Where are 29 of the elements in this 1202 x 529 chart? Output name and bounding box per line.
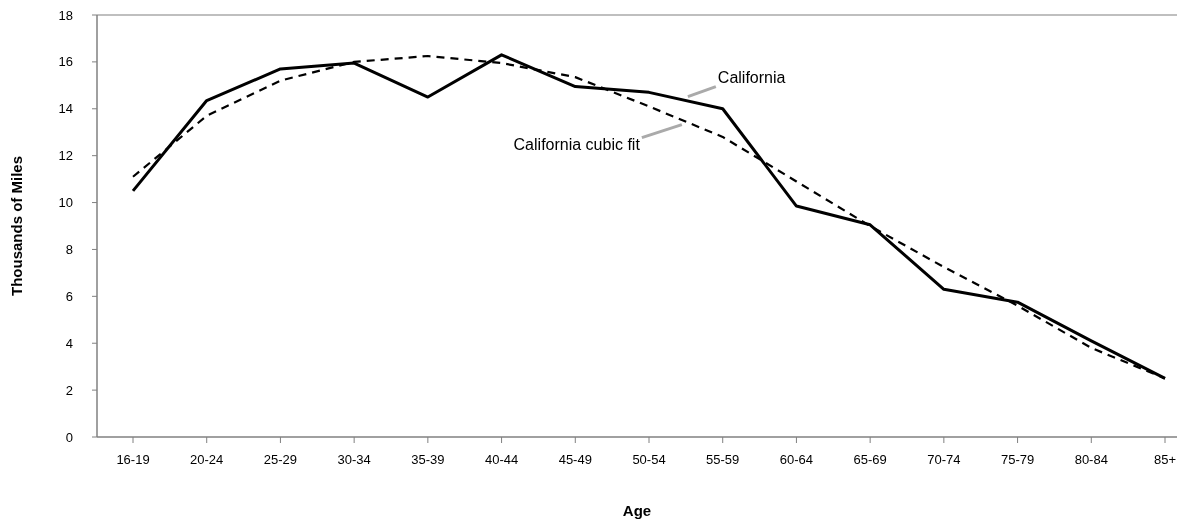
x-tick-label: 55-59	[706, 452, 740, 467]
x-tick-label: 16-19	[116, 452, 150, 467]
y-tick-label: 4	[65, 335, 73, 351]
x-tick-label: 60-64	[779, 452, 814, 467]
x-tick-label: 80-84	[1074, 452, 1108, 467]
y-axis-title: Thousands of Miles	[8, 155, 25, 297]
y-tick-label: 14	[58, 101, 73, 117]
x-tick-label: 20-24	[190, 452, 224, 467]
y-tick-label: 0	[65, 429, 73, 445]
x-tick-label: 70-74	[927, 452, 961, 467]
x-tick-label: 30-34	[337, 452, 371, 467]
y-tick-label: 6	[65, 288, 73, 304]
x-tick-label: 50-54	[632, 452, 666, 467]
series-label: California	[717, 68, 786, 86]
x-tick-label: 25-29	[263, 452, 298, 467]
x-tick-label: 40-44	[484, 452, 519, 467]
series-label: California cubic fit	[513, 135, 641, 153]
x-tick-label: 75-79	[1000, 452, 1035, 467]
x-tick-label: 65-69	[853, 452, 887, 467]
x-tick-label: 45-49	[558, 452, 592, 467]
y-tick-label: 8	[65, 241, 73, 257]
x-tick-label: 35-39	[411, 452, 445, 467]
y-tick-label: 18	[58, 7, 73, 23]
y-tick-label: 12	[58, 148, 73, 164]
y-tick-label: 2	[65, 382, 73, 398]
y-tick-label: 10	[58, 195, 73, 211]
y-tick-label: 16	[58, 54, 73, 70]
x-tick-label: 85+	[1153, 452, 1177, 467]
x-axis-title: Age	[622, 502, 652, 519]
